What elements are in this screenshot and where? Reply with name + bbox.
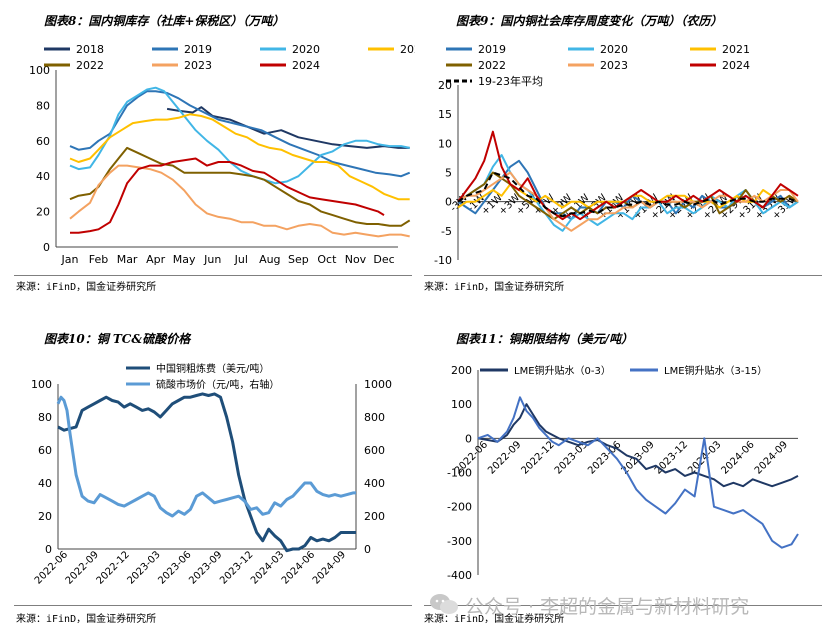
- c11-xtick: 2024-09: [753, 439, 790, 476]
- c9-legend-label: 2023: [600, 59, 628, 72]
- c10-y2tick: 1000: [364, 378, 392, 391]
- watermark-text: 公众号 · 李超的金属与新材料研究: [465, 596, 750, 618]
- c8-xtick: Mar: [117, 253, 138, 266]
- c8-xtick: Feb: [89, 253, 108, 266]
- c8-xtick: Jul: [234, 253, 248, 266]
- c10-y2tick: 800: [364, 411, 385, 424]
- c11-ytick: 200: [451, 364, 472, 377]
- chart11-source: 来源：iFinD，国金证券研究所: [424, 614, 565, 625]
- c8-xtick: May: [173, 253, 196, 266]
- c8-ytick: 20: [36, 206, 50, 219]
- chart8-svg: 0 20 40 60 80 100 Jan Feb Mar Apr May Jun Jul Aug Sep O…: [29, 43, 415, 266]
- c9-legend-label: 19-23年平均: [478, 74, 543, 88]
- c8-xtick: Dec: [373, 253, 394, 266]
- c8-legend-label: 2024: [292, 59, 320, 72]
- chart11-title: 图表11：铜期限结构（美元/吨）: [456, 332, 634, 346]
- c10-y2tick: 0: [364, 543, 371, 556]
- c10-y2tick: 400: [364, 477, 385, 490]
- c8-legend-label: 2020: [292, 43, 320, 56]
- c8-xtick: Aug: [259, 253, 280, 266]
- c11-xtick: 2022-12: [519, 439, 556, 476]
- c9-series-6: [457, 171, 799, 218]
- c10-ytick: 0: [45, 543, 52, 556]
- chart11-svg: -400-300-200-10001002002022-062022-09202…: [447, 364, 799, 582]
- c8-xtick: Jan: [61, 253, 79, 266]
- c11-legend-label: LME铜升贴水（0-3）: [514, 364, 611, 377]
- c10-series-1: [56, 395, 356, 518]
- c10-legend-label: 中国铜粗炼费（美元/吨）: [156, 362, 269, 375]
- c8-ytick: 0: [43, 241, 50, 254]
- c11-ytick: -200: [447, 501, 472, 514]
- c10-ytick: 40: [38, 477, 52, 490]
- c10-ytick: 60: [38, 444, 52, 457]
- c9-ytick: 10: [438, 137, 452, 150]
- c9-ytick: -10: [434, 254, 452, 267]
- c11-series-1: [477, 396, 799, 549]
- c11-ytick: 0: [465, 432, 472, 445]
- c11-ytick: -100: [447, 467, 472, 480]
- c8-series-5: [69, 164, 410, 238]
- c11-ytick: -400: [447, 569, 472, 582]
- c10-y2tick: 600: [364, 444, 385, 457]
- chart10-svg: 020406080100020040060080010002022-062022…: [31, 362, 392, 587]
- c9-ytick: 15: [438, 108, 452, 121]
- c9-legend-label: 2022: [478, 59, 506, 72]
- c11-series-0: [477, 403, 799, 488]
- c9-legend-label: 2019: [478, 43, 506, 56]
- c8-xtick: Nov: [345, 253, 367, 266]
- c8-series-3: [69, 113, 410, 201]
- c11-xtick: 2022-09: [486, 439, 523, 476]
- c8-legend-label: 2019: [184, 43, 212, 56]
- c8-legend-label: 2021: [400, 43, 415, 56]
- c10-y2tick: 200: [364, 510, 385, 523]
- chart8-source: 来源：iFinD，国金证券研究所: [16, 282, 157, 293]
- wechat-icon: [430, 594, 458, 614]
- c8-ytick: 80: [36, 99, 50, 112]
- c11-ytick: -300: [447, 535, 472, 548]
- c8-xtick: Jun: [203, 253, 221, 266]
- c10-xtick: 2024-09: [311, 549, 348, 586]
- c10-legend-label: 硫酸市场价（元/吨，右轴）: [156, 378, 279, 391]
- chart9-divider: [424, 275, 822, 276]
- c11-ytick: 100: [451, 398, 472, 411]
- c10-ytick: 80: [38, 411, 52, 424]
- c8-legend-label: 2018: [76, 43, 104, 56]
- c8-legend-label: 2022: [76, 59, 104, 72]
- chart9-title: 图表9：国内铜社会库存周度变化（万吨）（农历）: [456, 14, 723, 28]
- c8-legend-label: 2023: [184, 59, 212, 72]
- c8-ytick: 100: [29, 64, 50, 77]
- c10-ytick: 100: [31, 378, 52, 391]
- c8-ytick: 40: [36, 170, 50, 183]
- c8-xtick: Sep: [288, 253, 309, 266]
- c8-series-1: [69, 90, 411, 178]
- chart9-svg: -10-505101520-3W-1W+1W+3W+5W+7W+9W+11W+1…: [434, 43, 800, 267]
- c9-legend-label: 2021: [722, 43, 750, 56]
- c8-series-4: [69, 146, 411, 227]
- c8-xtick: Apr: [146, 253, 166, 266]
- c9-series-4: [457, 171, 799, 232]
- c9-ytick: 0: [445, 196, 452, 209]
- c10-ytick: 20: [38, 510, 52, 523]
- c8-xtick: Oct: [317, 253, 337, 266]
- c9-ytick: -5: [441, 225, 452, 238]
- c11-xtick: 2024-06: [719, 439, 756, 476]
- chart8-divider: [14, 275, 412, 276]
- c9-legend-label: 2024: [722, 59, 750, 72]
- watermark: 公众号 · 李超的金属与新材料研究: [425, 590, 825, 620]
- chart10-source: 来源：iFinD，国金证券研究所: [16, 614, 157, 625]
- c11-legend-label: LME铜升贴水（3-15）: [664, 364, 767, 377]
- chart10-divider: [14, 605, 412, 606]
- chart9-source: 来源：iFinD，国金证券研究所: [424, 282, 565, 293]
- chart8-title: 图表8：国内铜库存（社库+保税区）（万吨）: [44, 14, 285, 28]
- c10-series-0: [57, 392, 356, 553]
- chart11-divider: [424, 605, 822, 606]
- chart10-title: 图表10：铜 TC&硫酸价格: [44, 332, 191, 346]
- c8-series-6: [70, 157, 385, 234]
- c9-legend-label: 2020: [600, 43, 628, 56]
- c9-ytick: 5: [445, 167, 452, 180]
- c8-ytick: 60: [36, 135, 50, 148]
